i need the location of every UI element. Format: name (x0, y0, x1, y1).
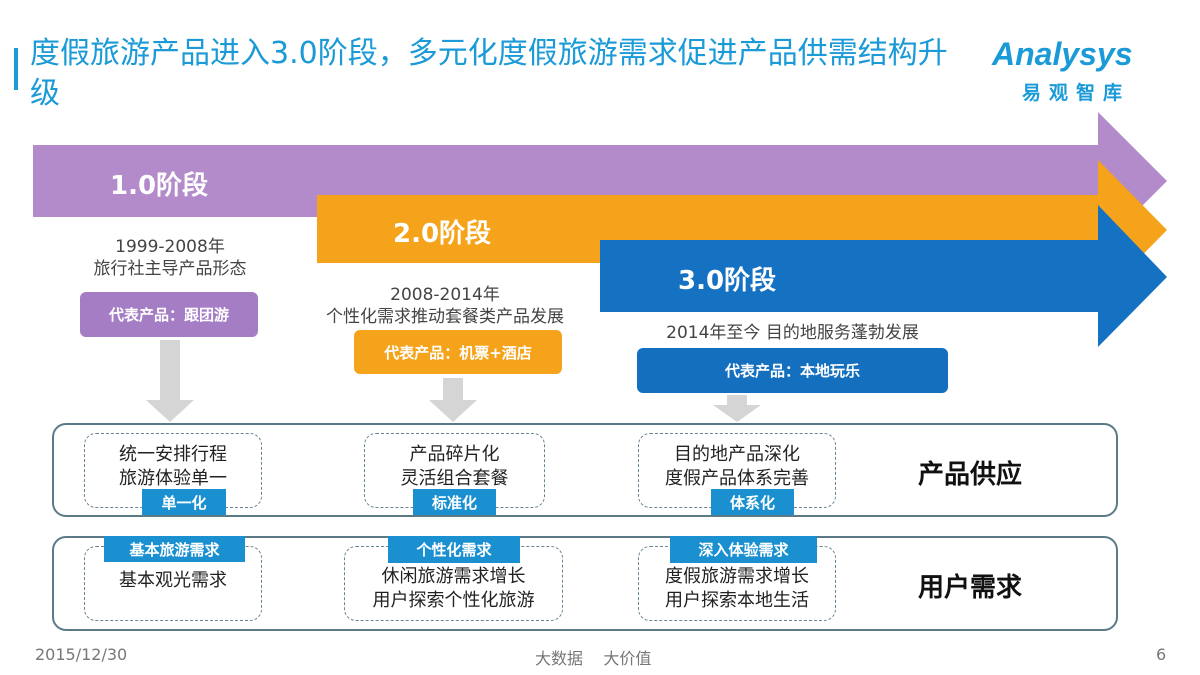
demand-panel (52, 536, 1118, 631)
stage1-desc: 旅行社主导产品形态 (93, 259, 247, 279)
supply-tag: 单一化 (142, 489, 226, 515)
down-arrow-3 (713, 395, 761, 422)
supply-panel (52, 423, 1118, 517)
demand-item: 休闲旅游需求增长 用户探索个性化旅游 (344, 546, 563, 621)
logo-subtitle: 易观智库 (1022, 82, 1131, 104)
stage1-label: 1.0阶段 (110, 171, 209, 201)
demand-label: 用户需求 (918, 573, 1023, 603)
stage3-arrow (600, 205, 1167, 347)
supply-tag: 标准化 (413, 489, 496, 515)
stage1-product: 代表产品：跟团游 (80, 292, 258, 337)
stage2-arrow (317, 160, 1167, 300)
stage2-period: 2008-2014年 (390, 285, 500, 305)
demand-tag: 基本旅游需求 (104, 536, 245, 562)
stage2-desc: 个性化需求推动套餐类产品发展 (326, 307, 564, 327)
supply-tag: 体系化 (711, 489, 794, 515)
stage2-product: 代表产品：机票+酒店 (354, 330, 562, 374)
demand-tag: 深入体验需求 (670, 536, 817, 563)
stage3-period: 2014年至今 目的地服务蓬勃发展 (666, 323, 919, 343)
stage3-label: 3.0阶段 (678, 266, 777, 296)
stage2-label: 2.0阶段 (393, 219, 492, 249)
stage1-period: 1999-2008年 (115, 237, 225, 257)
footer-date: 2015/12/30 (35, 645, 128, 664)
logo: Analysys (992, 36, 1133, 72)
page-number: 6 (1156, 645, 1167, 664)
title-accent-bar (14, 48, 18, 90)
down-arrow-2 (429, 378, 477, 422)
demand-tag: 个性化需求 (388, 536, 520, 563)
down-arrow-1 (146, 340, 194, 422)
supply-label: 产品供应 (918, 460, 1023, 490)
footer-slogan: 大数据 大价值 (535, 649, 652, 668)
demand-item: 度假旅游需求增长 用户探索本地生活 (638, 546, 836, 621)
supply-item: 产品碎片化 灵活组合套餐 (364, 433, 545, 508)
stage3-product: 代表产品：本地玩乐 (637, 348, 948, 393)
page-title: 度假旅游产品进入3.0阶段，多元化度假旅游需求促进产品供需结构升级 (30, 36, 948, 111)
